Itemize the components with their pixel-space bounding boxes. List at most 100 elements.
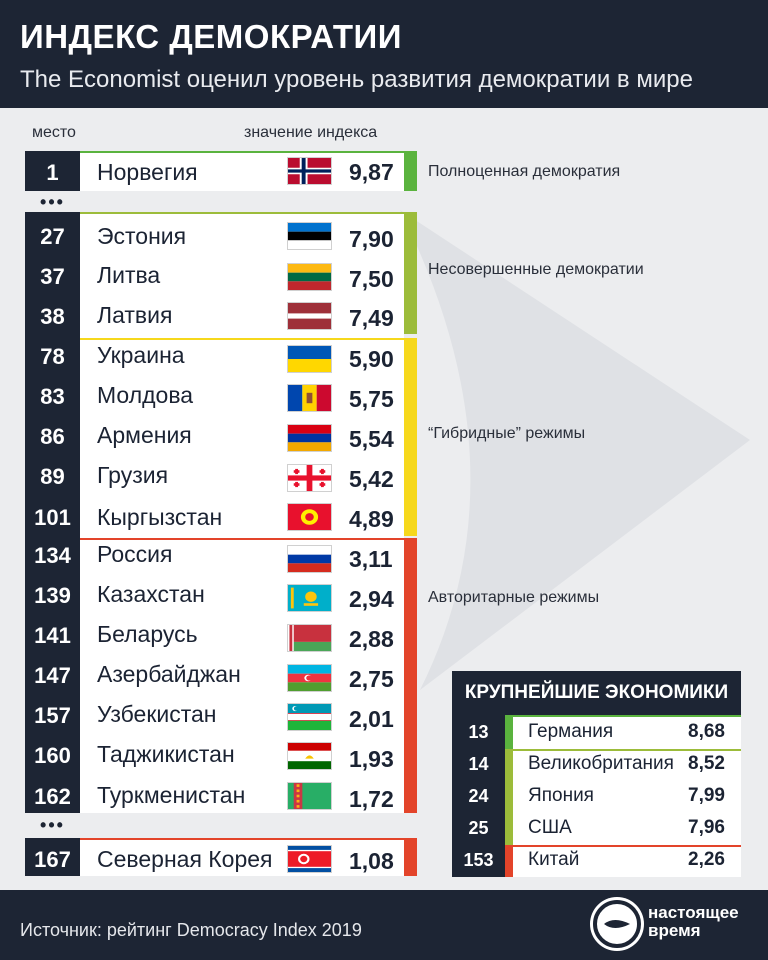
- north-korea-flag-icon: [287, 845, 332, 873]
- economies-category-line: [505, 715, 741, 717]
- table-row-value: 2,88: [349, 626, 394, 652]
- table-row-country: Эстония: [97, 223, 187, 249]
- table-row-rank: 89: [40, 464, 65, 489]
- table-row-rank: 157: [34, 703, 71, 728]
- economies-title: КРУПНЕЙШИЕ ЭКОНОМИКИ: [452, 671, 741, 715]
- latvia-flag-icon: [287, 302, 332, 330]
- category-label: “Гибридные” режимы: [428, 425, 586, 442]
- table-row-value: 2,94: [349, 586, 394, 612]
- column-header-rank: место: [32, 124, 76, 141]
- table-row-value: 7,50: [349, 266, 394, 292]
- economy-row-country: Китай: [528, 849, 580, 870]
- category-line-flawed: [80, 212, 404, 214]
- belarus-flag-icon: [287, 624, 332, 652]
- table-row-rank: 162: [34, 784, 71, 809]
- economy-row-rank: 25: [468, 818, 489, 838]
- category-label: Несовершенные демократии: [428, 261, 644, 278]
- uzbekistan-flag-icon: [287, 703, 332, 731]
- norway-flag-icon: [287, 157, 332, 185]
- azerbaijan-flag-icon: [287, 664, 332, 692]
- table-row-value: 5,75: [349, 386, 394, 412]
- table-row-country: Молдова: [97, 382, 194, 408]
- economies-category-line: [505, 749, 741, 751]
- category-bar-flawed: [404, 212, 417, 334]
- table-row-value: 1,08: [349, 848, 394, 874]
- brand-logo-icon: [590, 897, 644, 951]
- table-row-value: 5,90: [349, 346, 394, 372]
- table-row-value: 3,11: [349, 546, 393, 572]
- category-bar-hybrid: [404, 338, 417, 536]
- page-title: ИНДЕКС ДЕМОКРАТИИ: [20, 18, 402, 55]
- economies-category-line: [505, 845, 741, 847]
- table-row-rank: 37: [40, 264, 65, 289]
- economy-row-country: Япония: [528, 785, 594, 806]
- table-row-rank: 167: [34, 847, 71, 872]
- ellipsis-dots: •••: [40, 192, 65, 212]
- table-row-country: Северная Корея: [97, 846, 273, 872]
- kyrgyzstan-flag-icon: [287, 503, 332, 531]
- category-bar-full: [404, 151, 417, 191]
- moldova-flag-icon: [287, 384, 332, 412]
- table-row-rank: 101: [34, 505, 71, 530]
- economy-row-value: 2,26: [688, 849, 725, 870]
- table-row-value: 7,49: [349, 305, 394, 331]
- page-subtitle: The Economist оценил уровень развития де…: [20, 66, 693, 93]
- category-bar-authoritarian-bottom: [404, 838, 417, 876]
- economies-rank-column: [452, 715, 505, 877]
- table-row-country: Казахстан: [97, 581, 205, 607]
- economies-category-bar: [505, 845, 513, 877]
- background-logo-shape: [400, 210, 750, 690]
- category-label: Авторитарные режимы: [428, 589, 600, 606]
- category-bar-authoritarian: [404, 538, 417, 813]
- largest-economies-panel: КРУПНЕЙШИЕ ЭКОНОМИКИ 13 Германия 8,68 14…: [452, 671, 741, 877]
- table-row-value: 1,72: [349, 786, 394, 812]
- table-row-value: 1,93: [349, 746, 394, 772]
- economy-row-rank: 153: [463, 850, 494, 870]
- economy-row-value: 7,96: [688, 817, 725, 838]
- economy-row-rank: 13: [468, 722, 489, 742]
- table-row-country: Армения: [97, 422, 192, 448]
- russia-flag-icon: [287, 545, 332, 573]
- economy-row-country: Великобритания: [528, 753, 674, 774]
- estonia-flag-icon: [287, 222, 332, 250]
- armenia-flag-icon: [287, 424, 332, 452]
- table-row-rank: 78: [40, 344, 65, 369]
- economy-row-rank: 24: [468, 786, 489, 806]
- table-row-country: Узбекистан: [97, 701, 217, 727]
- economy-row-value: 8,52: [688, 753, 725, 774]
- economies-category-bar: [505, 749, 513, 845]
- category-label: Полноценная демократия: [428, 163, 621, 180]
- header-banner: [0, 0, 768, 108]
- table-row-country: Норвегия: [97, 159, 198, 185]
- lithuania-flag-icon: [287, 263, 332, 291]
- table-row-value: 7,90: [349, 226, 394, 252]
- brand-name-line1: настоящее: [648, 903, 739, 922]
- table-row-value: 4,89: [349, 506, 394, 532]
- rank-column: [25, 212, 80, 813]
- table-row-value: 2,01: [349, 706, 394, 732]
- category-line-full: [80, 151, 404, 153]
- table-row-rank: 160: [34, 743, 71, 768]
- table-row-value: 9,87: [349, 159, 394, 185]
- row-group-bottom: [80, 838, 404, 876]
- table-row-rank: 27: [40, 224, 65, 249]
- rank-cell-bottom: [25, 838, 80, 876]
- category-line-hybrid: [80, 338, 404, 340]
- table-row-country: Украина: [97, 342, 185, 368]
- economy-row-value: 8,68: [688, 721, 725, 742]
- row-group-full-democracy: [80, 151, 404, 191]
- table-row-country: Россия: [97, 541, 173, 567]
- table-row-value: 5,54: [349, 426, 394, 452]
- economy-row-rank: 14: [468, 754, 489, 774]
- table-row-rank: 1: [46, 160, 59, 185]
- economy-row-country: Германия: [528, 721, 614, 742]
- economy-row-value: 7,99: [688, 785, 725, 806]
- tajikistan-flag-icon: [287, 742, 332, 770]
- table-row-rank: 86: [40, 424, 65, 449]
- table-row-country: Кыргызстан: [97, 504, 223, 530]
- category-line-authoritarian-bottom: [80, 838, 404, 840]
- economies-category-bar: [505, 715, 513, 749]
- table-row-country: Грузия: [97, 462, 169, 488]
- kazakhstan-flag-icon: [287, 584, 332, 612]
- table-row-rank: 139: [34, 583, 71, 608]
